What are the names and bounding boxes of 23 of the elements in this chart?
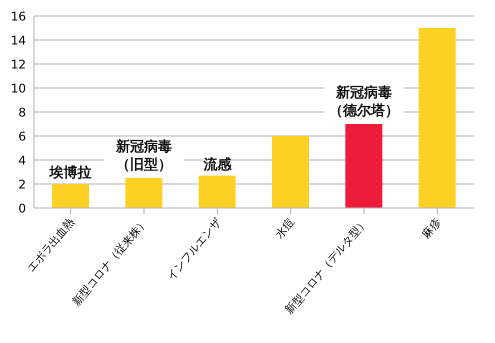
bar <box>198 176 236 208</box>
bar <box>345 124 382 208</box>
x-tick-label: エボラ出血熱 <box>24 216 77 274</box>
x-tick-label: インフルエンザ <box>164 216 224 283</box>
bar <box>272 136 309 208</box>
y-tick-label: 8 <box>18 105 26 120</box>
bar <box>418 28 456 208</box>
y-tick-label: 10 <box>10 81 26 96</box>
bar <box>52 184 89 208</box>
x-tick-label: 麻疹 <box>420 216 444 241</box>
y-tick-label: 16 <box>10 9 26 24</box>
annotation: 新冠病毒（旧型） <box>104 138 184 174</box>
x-tick-label: 水痘 <box>272 216 297 241</box>
annotation: 埃博拉 <box>50 164 92 182</box>
bar <box>125 178 162 208</box>
annotation: 新冠病毒（德尔塔） <box>324 84 404 120</box>
y-tick-label: 2 <box>18 177 26 192</box>
annotation: 流感 <box>203 156 232 174</box>
y-tick-label: 12 <box>10 57 26 72</box>
y-tick-label: 4 <box>18 153 26 168</box>
y-tick-label: 14 <box>10 33 26 48</box>
y-tick-label: 0 <box>18 201 26 216</box>
y-tick-label: 6 <box>18 129 26 144</box>
